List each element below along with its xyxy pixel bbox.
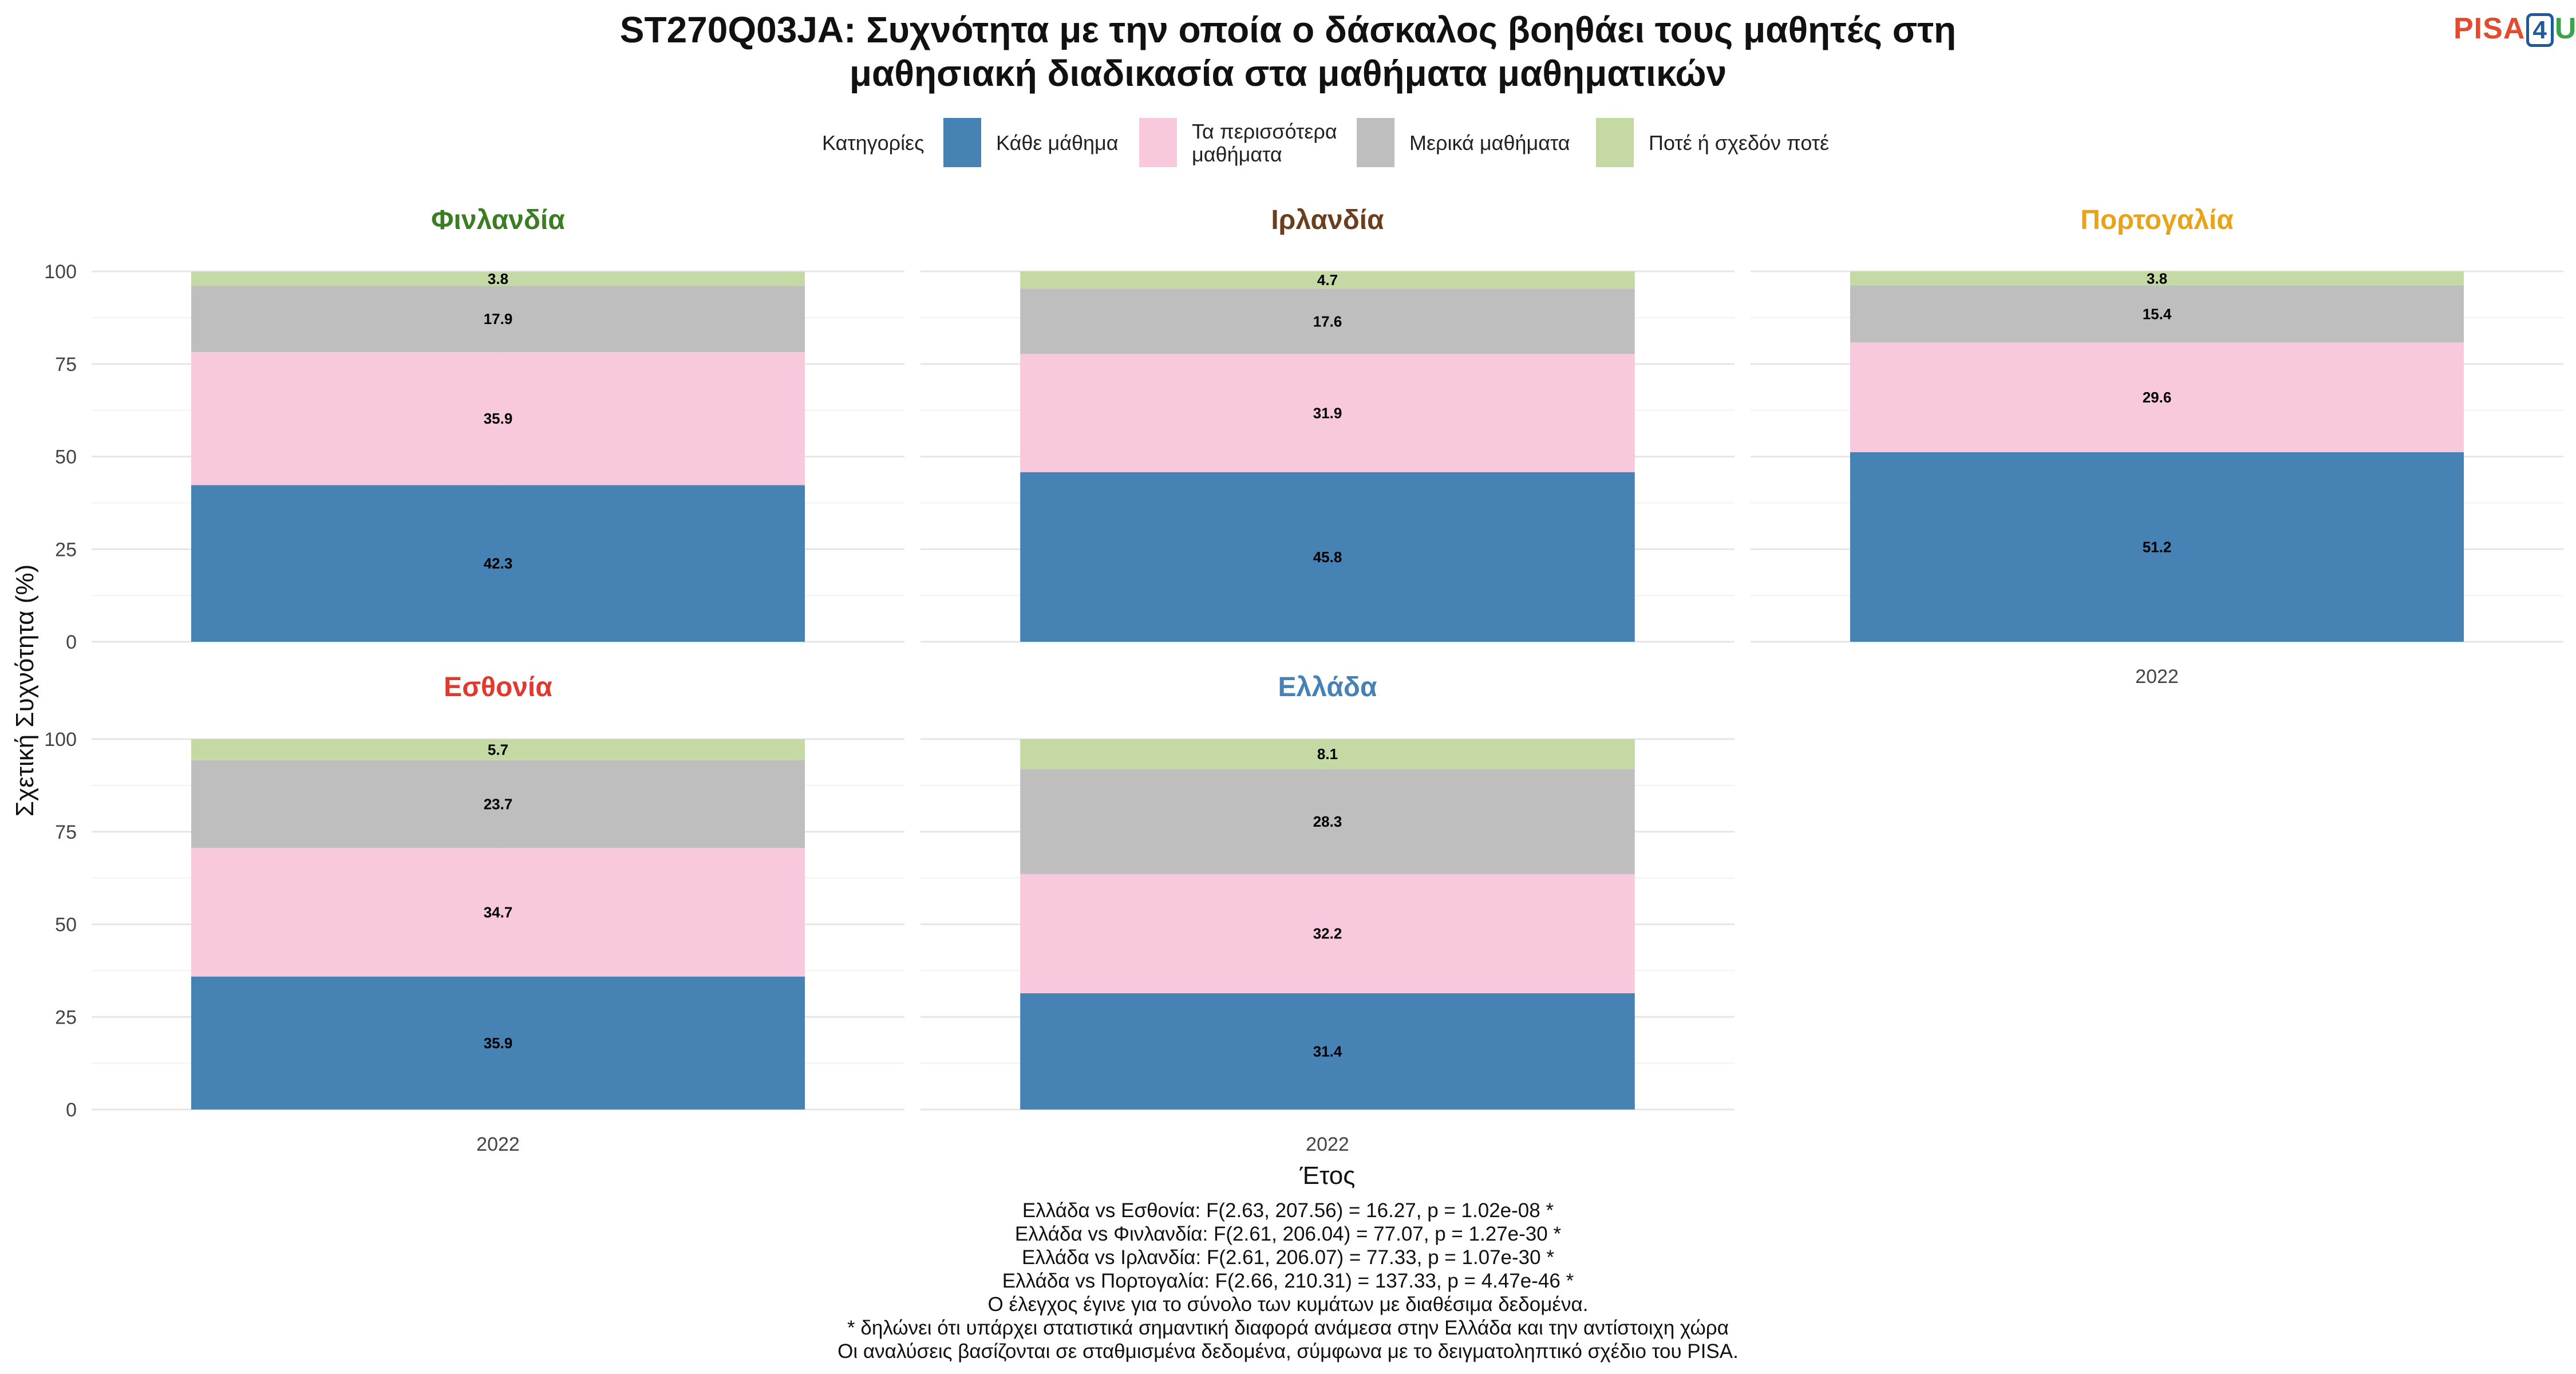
chart-title-line-1: ST270Q03JA: Συχνότητα με την οποία ο δάσ… — [619, 9, 1957, 50]
footnote-line: Ελλάδα vs Φινλανδία: F(2.61, 206.04) = 7… — [1014, 1223, 1562, 1245]
bar-segment — [1020, 354, 1635, 472]
bar-segment — [1020, 739, 1635, 769]
y-tick-label: 25 — [55, 539, 77, 560]
bar-value-label: 45.8 — [1313, 548, 1342, 566]
bar-segment — [1020, 472, 1635, 642]
bar-segment — [1020, 271, 1635, 289]
x-tick-label: 2022 — [2135, 666, 2179, 688]
legend-label: Μερικά μαθήματα — [1409, 131, 1570, 155]
y-tick-label: 50 — [55, 447, 77, 468]
y-axis-title: Σχετική Συχνότητα (%) — [11, 564, 39, 817]
bar-value-label: 8.1 — [1317, 745, 1338, 763]
bar-segment — [191, 760, 805, 848]
y-tick-label: 75 — [55, 354, 77, 376]
footnote-line: * δηλώνει ότι υπάρχει στατιστικά σημαντι… — [847, 1317, 1729, 1339]
legend-key — [1139, 118, 1177, 167]
bar-segment — [191, 976, 805, 1110]
panel-title: Πορτογαλία — [2080, 205, 2234, 235]
footnote-line: Οι αναλύσεις βασίζονται σε σταθμισμένα δ… — [837, 1340, 1739, 1363]
x-axis-title: Έτος — [1299, 1162, 1356, 1190]
legend-key — [1357, 118, 1394, 167]
x-tick-label: 2022 — [476, 1134, 520, 1155]
bar-segment — [191, 352, 805, 485]
bar-value-label: 28.3 — [1313, 813, 1342, 830]
bar-value-label: 34.7 — [484, 903, 513, 921]
y-tick-label: 0 — [66, 631, 77, 653]
legend-label: Ποτέ ή σχεδόν ποτέ — [1649, 131, 1830, 155]
bar-value-label: 15.4 — [2143, 305, 2172, 322]
bar-value-label: 3.8 — [488, 270, 508, 287]
chart-title: ST270Q03JA: Συχνότητα με την οποία ο δάσ… — [0, 8, 2576, 95]
bar-segment — [1850, 342, 2464, 452]
footnote-line: Ελλάδα vs Εσθονία: F(2.63, 207.56) = 16.… — [1022, 1199, 1554, 1222]
bar-value-label: 32.2 — [1313, 925, 1342, 942]
bar-value-label: 5.7 — [488, 741, 508, 758]
logo-part-4: 4 — [2526, 13, 2554, 47]
y-tick-label: 0 — [66, 1099, 77, 1121]
x-tick-label: 2022 — [1306, 1134, 1349, 1155]
bar-segment — [1020, 289, 1635, 354]
y-tick-label: 25 — [55, 1006, 77, 1028]
footnote-line: Ο έλεγχος έγινε για το σύνολο των κυμάτω… — [987, 1293, 1589, 1316]
legend-key — [1596, 118, 1634, 167]
bar-segment — [191, 271, 805, 286]
bar-segment — [1020, 874, 1635, 993]
bar-value-label: 31.9 — [1313, 404, 1342, 421]
y-tick-label: 100 — [44, 261, 77, 283]
pisa4u-logo: PISA 4 U — [2453, 11, 2576, 48]
footnote-line: Ελλάδα vs Ιρλανδία: F(2.61, 206.07) = 77… — [1022, 1246, 1554, 1269]
y-tick-label: 100 — [44, 729, 77, 751]
bar-value-label: 35.9 — [484, 1035, 513, 1052]
bar-value-label: 35.9 — [484, 410, 513, 427]
legend: Κατηγορίες Κάθε μάθημα Τα περισσότερα μαθήμ… — [0, 114, 2576, 172]
footnotes: Ελλάδα vs Εσθονία: F(2.63, 207.56) = 16.… — [0, 1199, 2576, 1363]
bar-value-label: 29.6 — [2143, 389, 2172, 406]
legend-title: Κατηγορίες — [822, 131, 924, 155]
bar-segment — [191, 286, 805, 353]
bar-segment — [1850, 271, 2464, 286]
bar-value-label: 42.3 — [484, 555, 513, 572]
bar-segment — [1020, 769, 1635, 874]
panel-title: Φινλανδία — [431, 205, 565, 235]
bar-value-label: 17.9 — [484, 310, 513, 327]
bar-value-label: 4.7 — [1317, 271, 1338, 289]
y-tick-label: 50 — [55, 914, 77, 936]
panel-title: Εσθονία — [444, 672, 552, 702]
bar-value-label: 31.4 — [1313, 1043, 1342, 1060]
bar-segment — [1850, 285, 2464, 343]
bar-value-label: 17.6 — [1313, 313, 1342, 330]
legend-key — [943, 118, 981, 167]
bar-value-label: 3.8 — [2147, 270, 2167, 287]
logo-part-pisa: PISA — [2453, 12, 2526, 45]
panel-title: Ιρλανδία — [1271, 205, 1384, 235]
y-tick-label: 75 — [55, 822, 77, 843]
legend-label: Κάθε μάθημα — [996, 131, 1119, 155]
bar-segment — [1020, 993, 1635, 1110]
chart-title-line-2: μαθησιακή διαδικασία στα μαθήματα μαθημα… — [849, 53, 1727, 94]
bar-segment — [191, 848, 805, 977]
bar-segment — [1850, 452, 2464, 642]
bar-value-label: 23.7 — [484, 796, 513, 813]
footnote-line: Ελλάδα vs Πορτογαλία: F(2.66, 210.31) = … — [1002, 1270, 1574, 1292]
bar-segment — [191, 739, 805, 760]
bar-segment — [191, 485, 805, 642]
panel-title: Ελλάδα — [1278, 672, 1377, 702]
logo-part-u: U — [2554, 12, 2576, 45]
bar-value-label: 51.2 — [2143, 538, 2172, 555]
legend-label: Τα περισσότερα μαθήματα — [1192, 120, 1337, 166]
